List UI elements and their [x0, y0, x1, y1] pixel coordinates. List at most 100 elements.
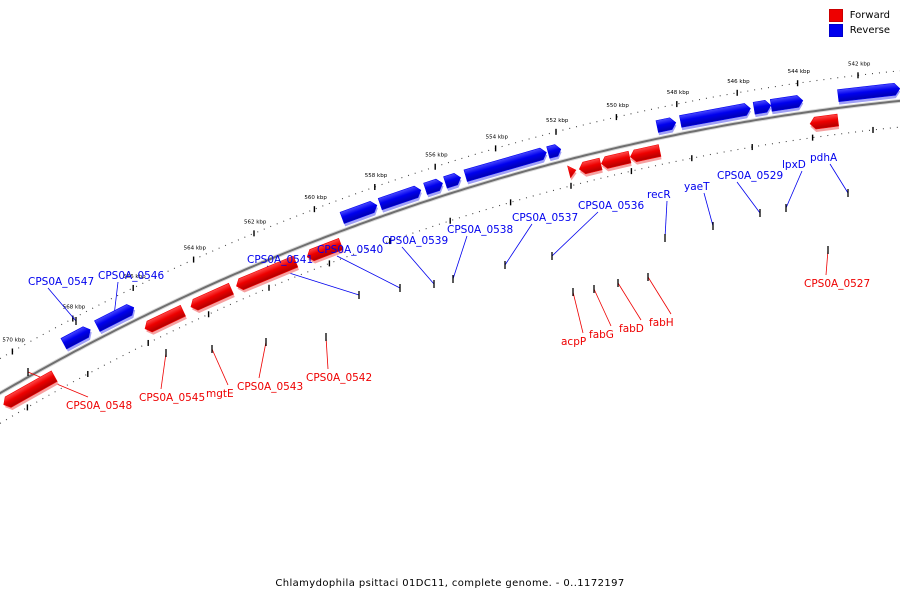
gene-label-pdha[interactable]: pdhA [810, 152, 838, 164]
gene-label-cps0a-0529[interactable]: CPS0A_0529 [717, 170, 783, 182]
gene-label-cps0a-0536[interactable]: CPS0A_0536 [578, 200, 644, 212]
leader-line [325, 336, 329, 370]
ruler-tick-label: 546 kbp [727, 79, 750, 85]
gene-arrow[interactable] [377, 185, 423, 211]
ruler-tick-label: 556 kbp [425, 153, 448, 159]
gene-yaet[interactable] [679, 103, 753, 131]
legend: Forward Reverse [828, 8, 890, 38]
gene-lpxd[interactable] [769, 95, 804, 115]
gene-label-acpp[interactable]: acpP [561, 336, 586, 348]
gene-cps0a-0548[interactable] [1, 370, 59, 413]
gene-arrow[interactable] [837, 82, 900, 102]
gene-arrow[interactable] [1, 370, 58, 410]
gene-arrow[interactable] [142, 304, 186, 334]
gene-cps0a-0546[interactable] [94, 302, 138, 335]
gene-arrow[interactable] [443, 172, 463, 189]
gene-label-fabd[interactable]: fabD [619, 323, 644, 335]
leader-line [785, 170, 803, 209]
gene-fabg[interactable] [578, 157, 603, 178]
gene-label-fabh[interactable]: fabH [649, 317, 674, 329]
forward-swatch [828, 9, 843, 22]
gene-arrow[interactable] [234, 255, 299, 292]
gene-cps0a-0538[interactable] [443, 172, 464, 191]
gene-label-mgte[interactable]: mgtE [206, 388, 234, 400]
leader-line [27, 371, 89, 398]
gene-label-cps0a-0539[interactable]: CPS0A_0539 [382, 235, 448, 247]
gene-cps0a-0540[interactable] [377, 185, 424, 213]
leader-line [572, 291, 584, 334]
gene-label-cps0a-0537[interactable]: CPS0A_0537 [512, 212, 578, 224]
gene-label-lpxd[interactable]: lpxD [782, 159, 806, 171]
gene-cps0a-0541[interactable] [339, 200, 380, 227]
gene-label-cps0a-0527[interactable]: CPS0A_0527 [804, 278, 870, 290]
ruler-tick-label: 542 kbp [848, 61, 871, 67]
gene-arrow[interactable] [188, 282, 234, 312]
legend-forward-label: Forward [849, 10, 890, 21]
leader-line [336, 255, 401, 289]
ruler-tick-label: 552 kbp [546, 118, 569, 124]
gene-arrow[interactable] [60, 324, 93, 350]
gene-arrow[interactable] [94, 302, 137, 332]
gene-cps0a-0547[interactable] [60, 324, 95, 352]
gene-recr[interactable] [655, 117, 678, 136]
label-leaders [27, 163, 849, 398]
backbone-line [0, 99, 900, 395]
gene-arrow[interactable] [578, 157, 603, 175]
ruler-tick-label: 550 kbp [606, 103, 629, 109]
gene-label-fabg[interactable]: fabG [589, 329, 614, 341]
gene-label-cps0a-0545[interactable]: CPS0A_0545 [139, 392, 205, 404]
ruler-tick-label: 558 kbp [365, 173, 388, 179]
gene-label-cps0a-0538[interactable]: CPS0A_0538 [447, 224, 513, 236]
gene-pdha[interactable] [837, 82, 900, 105]
gene-arrow[interactable] [629, 144, 662, 163]
ruler-tick-label: 570 kbp [2, 338, 25, 344]
ruler-tick-label: 568 kbp [63, 305, 86, 311]
gene-label-cps0a-0548[interactable]: CPS0A_0548 [66, 400, 132, 412]
ruler-tick-label: 548 kbp [667, 90, 690, 96]
leader-line [825, 249, 829, 276]
gene-arrow[interactable] [567, 164, 578, 179]
gene-arrow[interactable] [339, 200, 379, 224]
leader-line [551, 211, 599, 257]
gene-features [1, 82, 900, 413]
gene-cps0a-0539[interactable] [423, 178, 446, 198]
gene-cps0a-0527[interactable] [809, 113, 840, 133]
gene-cps0a-0543[interactable] [234, 255, 299, 294]
gene-arrow[interactable] [305, 238, 344, 262]
legend-forward: Forward [828, 8, 890, 23]
gene-mgte[interactable] [188, 282, 235, 315]
reverse-swatch [828, 24, 843, 37]
leader-line [258, 341, 267, 379]
gene-arrow[interactable] [769, 95, 804, 112]
gene-arrow[interactable] [809, 113, 840, 130]
gene-arrow[interactable] [655, 117, 677, 133]
gene-label-cps0a-0546[interactable]: CPS0A_0546 [98, 270, 164, 282]
legend-reverse-label: Reverse [849, 25, 890, 36]
leader-line [617, 282, 642, 321]
gene-label-cps0a-0547[interactable]: CPS0A_0547 [28, 276, 94, 288]
gene-cps0a-0529[interactable] [752, 100, 772, 118]
gene-label-cps0a-0542[interactable]: CPS0A_0542 [306, 372, 372, 384]
gene-arrow[interactable] [546, 143, 563, 159]
gene-label-yaet[interactable]: yaeT [684, 181, 710, 193]
gene-label-cps0a-0543[interactable]: CPS0A_0543 [237, 381, 303, 393]
ruler-tick-label: 544 kbp [788, 69, 811, 75]
gene-arrow[interactable] [423, 178, 445, 195]
gene-label-cps0a-0541[interactable]: CPS0A_0541 [247, 254, 313, 266]
gene-fabh[interactable] [629, 144, 662, 166]
gene-arrow[interactable] [600, 150, 632, 169]
gene-arrow[interactable] [463, 147, 548, 182]
gene-label-cps0a-0540[interactable]: CPS0A_0540 [317, 244, 383, 256]
gene-arrow[interactable] [679, 103, 752, 128]
gene-acpp[interactable] [567, 164, 578, 181]
gene-fabd[interactable] [600, 150, 632, 172]
gene-cps0a-0545[interactable] [142, 304, 187, 337]
gene-arrow[interactable] [752, 100, 772, 115]
gene-cps0a-0542[interactable] [305, 238, 345, 265]
gene-cps0a-0536[interactable] [546, 143, 563, 162]
leader-line [703, 192, 714, 227]
leader-line [647, 276, 672, 315]
gene-label-recr[interactable]: recR [647, 189, 671, 201]
gene-cps0a-0537[interactable] [463, 147, 549, 185]
